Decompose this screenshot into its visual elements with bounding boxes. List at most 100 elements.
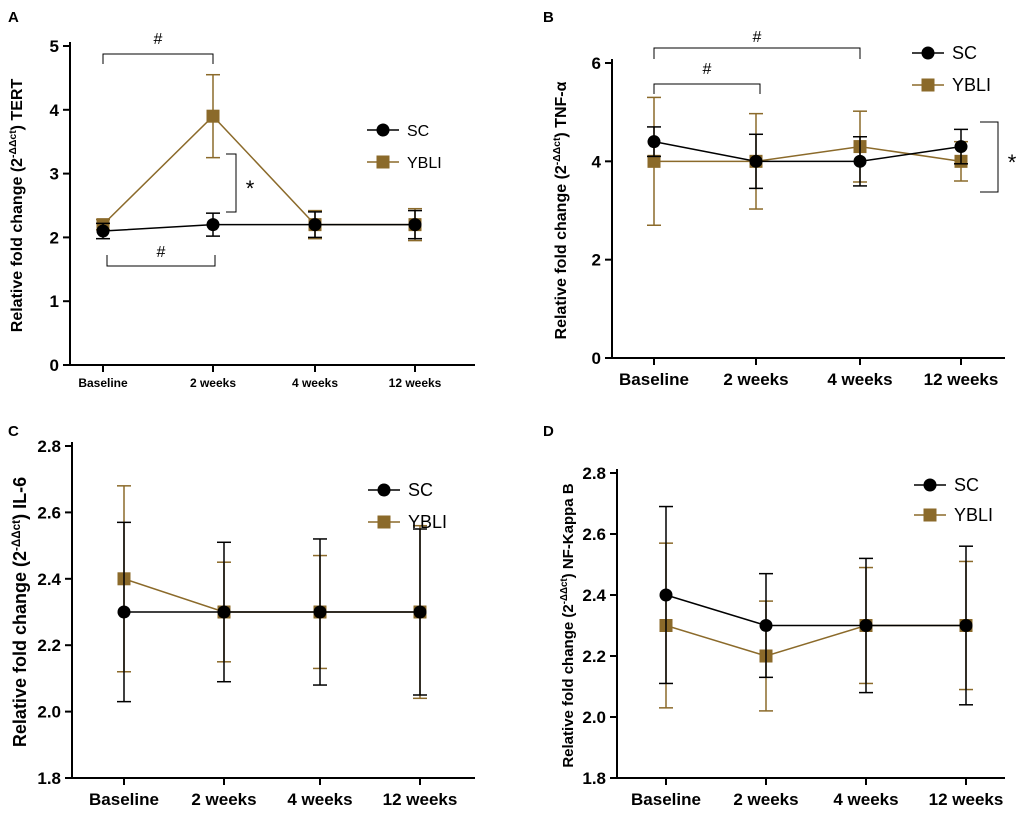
x-tick-label: 2 weeks — [191, 790, 256, 809]
data-point-sc — [853, 154, 867, 168]
y-tick-label: 1.8 — [582, 769, 606, 788]
y-tick-label: 1.8 — [37, 769, 61, 788]
legend-label-ybli: YBLI — [954, 505, 993, 525]
annotation-hash: # — [703, 61, 712, 78]
y-tick-label: 2 — [50, 228, 59, 247]
bracket-side — [226, 153, 237, 213]
data-point-sc — [749, 154, 763, 168]
legend-label-sc: SC — [954, 475, 979, 495]
data-point-sc — [659, 588, 673, 602]
chart-panel-a: A 0 1 2 3 4 5 Baseline 2 weeks 4 weeks 12 weeks Rel… — [8, 9, 475, 390]
x-tick-label: 12 weeks — [383, 790, 458, 809]
panel-letter: A — [8, 9, 19, 26]
bracket-top — [102, 53, 214, 64]
data-point-sc — [859, 619, 873, 632]
y-tick-label: 4 — [50, 101, 60, 120]
data-point-sc — [408, 218, 422, 232]
series-line-sc — [102, 223, 415, 232]
data-point-sc — [117, 605, 131, 619]
x-tick-label: Baseline — [619, 370, 689, 389]
y-tick-label: 2.6 — [582, 525, 606, 544]
data-point-ybli — [647, 154, 661, 168]
annotation-hash: # — [157, 244, 166, 261]
bracket-bottom — [106, 255, 216, 267]
legend-marker-sc — [376, 123, 390, 137]
x-tick-label: 12 weeks — [389, 376, 442, 390]
legend-marker-ybli — [376, 155, 390, 169]
y-tick-label: 2.2 — [582, 647, 606, 666]
y-tick-label: 6 — [592, 54, 601, 73]
annotation-star: * — [1008, 150, 1017, 175]
x-tick-label: 4 weeks — [287, 790, 352, 809]
x-tick-label: 12 weeks — [929, 790, 1004, 809]
y-axis-label: Relative fold change (2-ΔΔct) TNF-α — [552, 81, 570, 339]
series-line-ybli — [665, 624, 966, 657]
legend-label-ybli: YBLI — [407, 155, 442, 172]
y-tick-label: 1 — [50, 292, 59, 311]
annotation-hash: # — [154, 31, 163, 48]
series-line-ybli — [123, 578, 420, 613]
bracket-mid — [653, 83, 761, 94]
y-tick-label: 0 — [592, 349, 601, 368]
y-tick-label: 5 — [50, 37, 59, 56]
x-tick-label: Baseline — [78, 376, 128, 390]
series-line-sc — [665, 594, 966, 627]
x-tick-label: 2 weeks — [190, 376, 236, 390]
y-tick-label: 0 — [50, 356, 59, 375]
legend-marker-ybli — [923, 508, 937, 522]
x-tick-label: 2 weeks — [723, 370, 788, 389]
annotation-hash: # — [753, 29, 762, 46]
legend-label-sc: SC — [407, 123, 429, 140]
y-tick-label: 2.0 — [37, 703, 61, 722]
data-point-sc — [206, 218, 220, 232]
y-axis-label: Relative fold change (2-ΔΔct) NF-Kappa B — [559, 483, 577, 767]
panel-letter: D — [543, 423, 554, 440]
legend-label-sc: SC — [952, 43, 977, 63]
bracket-side — [980, 121, 999, 193]
y-axis-label: Relative fold change (2-ΔΔct) IL-6 — [10, 477, 30, 747]
legend-marker-ybli — [377, 515, 391, 529]
data-point-sc — [96, 224, 110, 238]
legend-label-ybli: YBLI — [408, 512, 447, 532]
y-tick-label: 4 — [592, 152, 602, 171]
y-tick-label: 2.0 — [582, 708, 606, 727]
legend-marker-sc — [921, 46, 935, 60]
x-tick-label: 12 weeks — [924, 370, 999, 389]
legend-marker-sc — [923, 478, 937, 492]
bracket-top — [653, 47, 861, 59]
y-tick-label: 3 — [50, 165, 59, 184]
y-tick-label: 2 — [592, 251, 601, 270]
x-tick-label: Baseline — [89, 790, 159, 809]
legend-label-ybli: YBLI — [952, 75, 991, 95]
legend-marker-sc — [377, 483, 391, 497]
legend-marker-ybli — [921, 78, 935, 92]
y-tick-label: 2.8 — [37, 437, 61, 456]
data-point-sc — [313, 605, 327, 619]
panel-letter: B — [543, 9, 554, 26]
chart-panel-b: B 0 2 4 6 Baseline 2 weeks 4 weeks 12 weeks Relat… — [543, 9, 1017, 389]
panel-letter: C — [8, 423, 19, 440]
data-point-sc — [647, 135, 661, 149]
y-axis-label: Relative fold change (2-ΔΔct) TERT — [8, 79, 26, 333]
data-point-sc — [954, 140, 968, 154]
data-point-sc — [959, 619, 973, 632]
data-point-ybli — [206, 109, 220, 123]
y-tick-label: 2.6 — [37, 503, 61, 522]
series-line-ybli — [102, 115, 415, 226]
data-point-sc — [759, 619, 773, 632]
x-tick-label: 4 weeks — [833, 790, 898, 809]
chart-panel-d: D 1.8 2.0 2.2 2.4 2.6 2.8 Baseline 2 weeks 4 week… — [543, 423, 1005, 809]
y-tick-label: 2.2 — [37, 636, 61, 655]
data-point-sc — [217, 605, 231, 619]
x-tick-label: Baseline — [631, 790, 701, 809]
data-point-sc — [308, 218, 322, 232]
y-tick-label: 2.4 — [582, 586, 606, 605]
legend-label-sc: SC — [408, 480, 433, 500]
y-tick-label: 2.8 — [582, 464, 606, 483]
series-line-sc — [653, 140, 962, 163]
x-tick-label: 2 weeks — [733, 790, 798, 809]
chart-panel-c: C 1.8 2.0 2.2 2.4 2.6 2.8 Baseline 2 weeks 4 week… — [8, 423, 475, 809]
data-point-sc — [413, 605, 427, 619]
